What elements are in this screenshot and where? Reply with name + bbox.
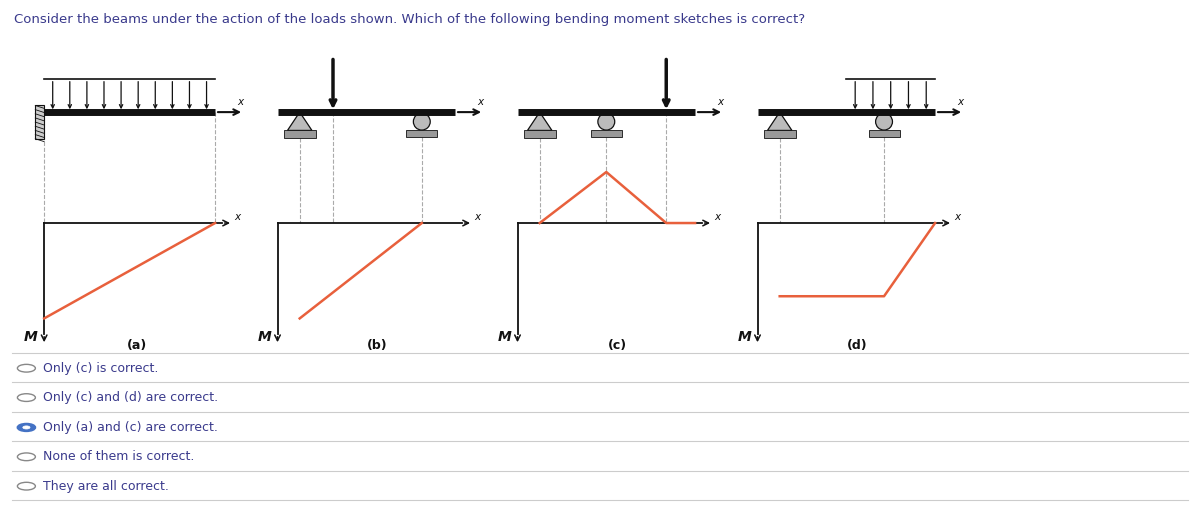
Bar xyxy=(764,130,796,138)
Text: Only (c) and (d) are correct.: Only (c) and (d) are correct. xyxy=(43,391,218,404)
Bar xyxy=(284,130,316,138)
Text: x: x xyxy=(238,97,244,108)
Bar xyxy=(524,130,556,138)
Bar xyxy=(869,130,900,137)
Text: x: x xyxy=(714,212,720,221)
Text: They are all correct.: They are all correct. xyxy=(43,479,169,493)
Polygon shape xyxy=(288,112,312,130)
Text: None of them is correct.: None of them is correct. xyxy=(43,450,194,464)
Text: x: x xyxy=(718,97,724,108)
Text: x: x xyxy=(234,212,240,221)
Text: x: x xyxy=(958,97,964,108)
Text: M: M xyxy=(24,330,38,344)
Circle shape xyxy=(876,113,893,130)
Text: M: M xyxy=(738,330,751,344)
Polygon shape xyxy=(528,112,552,130)
Bar xyxy=(590,130,622,137)
Polygon shape xyxy=(768,112,792,130)
Text: Only (c) is correct.: Only (c) is correct. xyxy=(43,362,158,375)
Text: Only (a) and (c) are correct.: Only (a) and (c) are correct. xyxy=(43,421,218,434)
Text: x: x xyxy=(954,212,960,221)
Circle shape xyxy=(598,113,614,130)
Text: M: M xyxy=(258,330,271,344)
Text: x: x xyxy=(474,212,480,221)
Text: M: M xyxy=(498,330,511,344)
Text: (c): (c) xyxy=(608,339,626,352)
Circle shape xyxy=(413,113,431,130)
Text: (a): (a) xyxy=(127,339,148,352)
Bar xyxy=(407,130,437,137)
Text: x: x xyxy=(478,97,484,108)
Text: (d): (d) xyxy=(847,339,868,352)
Text: Consider the beams under the action of the loads shown. Which of the following b: Consider the beams under the action of t… xyxy=(14,13,805,26)
Bar xyxy=(35,106,44,139)
Text: (b): (b) xyxy=(367,339,388,352)
